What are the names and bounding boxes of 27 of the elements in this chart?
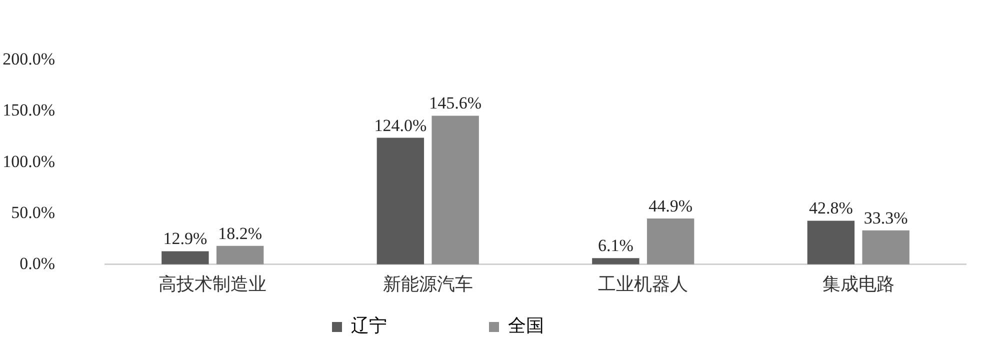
bar xyxy=(432,116,479,264)
y-tick-label: 50.0% xyxy=(11,202,55,222)
bar xyxy=(807,220,855,264)
x-tick-label: 工业机器人 xyxy=(598,274,688,294)
data-label: 18.2% xyxy=(218,224,262,243)
data-label: 33.3% xyxy=(864,208,908,228)
y-tick-label: 150.0% xyxy=(2,100,55,120)
bar xyxy=(862,230,910,264)
data-label: 12.9% xyxy=(163,229,208,248)
bar xyxy=(592,258,640,264)
legend-label: 辽宁 xyxy=(351,316,477,336)
data-label: 124.0% xyxy=(374,116,427,135)
bar xyxy=(216,246,264,264)
data-label: 6.1% xyxy=(598,236,634,256)
y-tick-label: 0.0% xyxy=(20,254,55,273)
data-label: 44.9% xyxy=(648,196,693,216)
x-tick-label: 新能源汽车 xyxy=(382,274,473,294)
bar xyxy=(162,251,209,264)
bar xyxy=(376,138,424,264)
y-tick-label: 200.0% xyxy=(2,50,55,69)
data-label: 145.6% xyxy=(429,94,482,113)
legend-label: 全国 xyxy=(508,316,634,336)
data-label: 42.8% xyxy=(808,198,853,218)
y-tick-label: 100.0% xyxy=(2,152,55,171)
bar xyxy=(646,218,694,264)
x-tick-label: 集成电路 xyxy=(822,274,894,294)
x-tick-label: 高技术制造业 xyxy=(158,274,267,294)
